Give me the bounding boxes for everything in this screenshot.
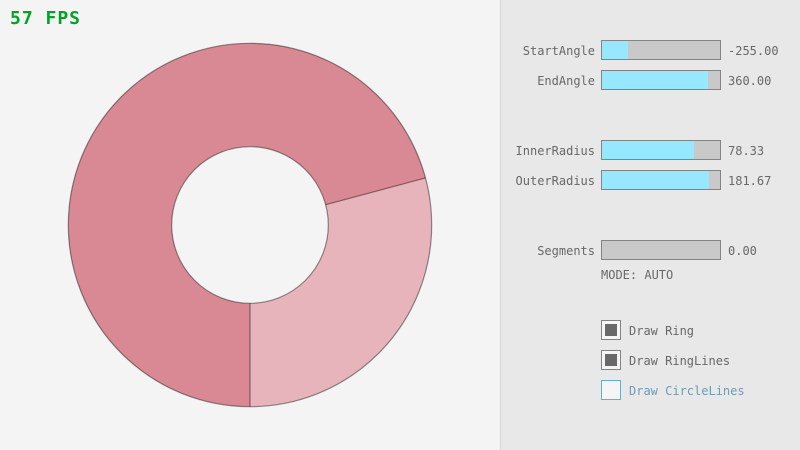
segments-label: Segments <box>537 244 595 258</box>
startangle-label: StartAngle <box>522 44 595 58</box>
draw-circlelines-checkbox[interactable] <box>601 380 621 400</box>
control-panel: StartAngle -255.00 EndAngle 360.00 Inner… <box>500 0 800 450</box>
slider-row-outerradius: OuterRadius 181.67 <box>501 170 800 190</box>
mode-auto-text: MODE: AUTO <box>601 268 674 282</box>
startangle-slider[interactable] <box>601 40 721 60</box>
outerradius-label: OuterRadius <box>515 174 595 188</box>
innerradius-slider[interactable] <box>601 140 721 160</box>
endangle-slider[interactable] <box>601 70 721 90</box>
ring-inner-outline <box>171 146 329 304</box>
innerradius-slider-fill <box>602 141 695 159</box>
ring-startangle-line <box>325 177 426 206</box>
checkbox-row-draw-circlelines: Draw CircleLines <box>501 380 800 400</box>
endangle-value: 360.00 <box>728 74 772 88</box>
slider-row-segments: Segments 0.00 <box>501 240 800 260</box>
fps-counter: 57 FPS <box>10 8 82 29</box>
startangle-slider-fill <box>602 41 628 59</box>
endangle-slider-fill <box>602 71 709 89</box>
slider-row-innerradius: InnerRadius 78.33 <box>501 140 800 160</box>
draw-ring-label: Draw Ring <box>629 324 695 338</box>
draw-ringlines-label: Draw RingLines <box>629 354 731 368</box>
innerradius-label: InnerRadius <box>515 144 595 158</box>
slider-row-startangle: StartAngle -255.00 <box>501 40 800 60</box>
checkbox-row-draw-ring: Draw Ring <box>501 320 800 340</box>
endangle-label: EndAngle <box>537 74 595 88</box>
segments-slider[interactable] <box>601 240 721 260</box>
ring-inner-hole <box>171 146 329 304</box>
draw-ring-checkbox[interactable] <box>601 320 621 340</box>
ring-outer-outline <box>67 42 433 408</box>
outerradius-slider-fill <box>602 171 710 189</box>
outerradius-value: 181.67 <box>728 174 772 188</box>
slider-row-endangle: EndAngle 360.00 <box>501 70 800 90</box>
draw-circlelines-label: Draw CircleLines <box>629 384 745 398</box>
segments-value: 0.00 <box>728 244 757 258</box>
draw-ringlines-checkbox[interactable] <box>601 350 621 370</box>
checkbox-row-draw-ringlines: Draw RingLines <box>501 350 800 370</box>
ring-canvas <box>67 42 433 408</box>
startangle-value: -255.00 <box>728 44 779 58</box>
outerradius-slider[interactable] <box>601 170 721 190</box>
innerradius-value: 78.33 <box>728 144 765 158</box>
ring-double-pass-fill <box>68 43 426 407</box>
mode-row: MODE: AUTO <box>501 268 800 288</box>
